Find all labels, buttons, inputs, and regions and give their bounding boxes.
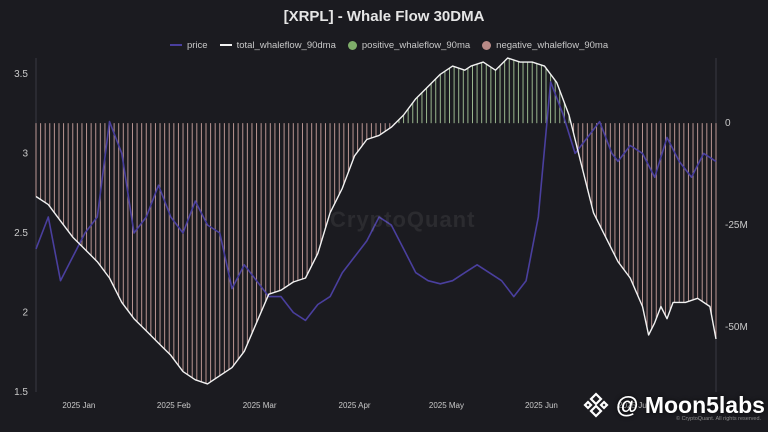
binance-logo-icon [583,392,609,418]
x-tick-label: 2025 Feb [157,401,191,410]
right-tick-label: 0 [725,118,731,129]
legend-price-label: price [187,39,208,51]
brand-mark: @ Moon5labs [583,389,765,421]
legend-item-positive[interactable]: positive_whaleflow_90ma [347,39,471,51]
legend-total-swatch [219,44,232,46]
legend-item-price[interactable]: price [170,40,208,51]
legend-positive-label: positive_whaleflow_90ma [361,39,471,51]
left-tick-label: 3.5 [14,69,28,80]
legend-total-label: total_whaleflow_90dma [236,39,336,51]
brand-handle: @ Moon5labs [616,391,765,418]
left-tick-label: 1.5 [14,387,28,398]
left-tick-label: 2 [22,307,28,318]
x-tick-label: 2025 Jan [62,401,95,410]
left-tick-label: 2.5 [14,228,28,239]
watermark: CryptoQuant [330,207,476,232]
chart-title: [XRPL] - Whale Flow 30DMA [283,8,485,25]
x-tick-label: 2025 Jun [525,401,558,410]
legend: price total_whaleflow_90dma positive_wha… [170,38,608,52]
legend-price-swatch [170,44,182,46]
copyright-notice: © CryptoQuant. All rights reserved. [676,416,762,422]
total-whaleflow-line [35,57,717,385]
legend-item-negative[interactable]: negative_whaleflow_90ma [482,40,608,51]
x-tick-label: 2025 Apr [339,401,371,410]
legend-negative-label: negative_whaleflow_90ma [496,39,609,51]
x-tick-label: 2025 Mar [243,401,277,410]
legend-item-total[interactable]: total_whaleflow_90dma [219,39,336,51]
left-tick-label: 3 [22,148,28,159]
right-tick-label: -25M [725,220,748,231]
right-tick-label: -50M [725,322,748,333]
legend-positive-swatch [347,40,357,50]
x-tick-label: 2025 May [429,401,464,410]
price-line [35,81,717,322]
legend-negative-swatch [482,40,492,50]
x-tick-label: 2025 Jul [618,401,648,410]
